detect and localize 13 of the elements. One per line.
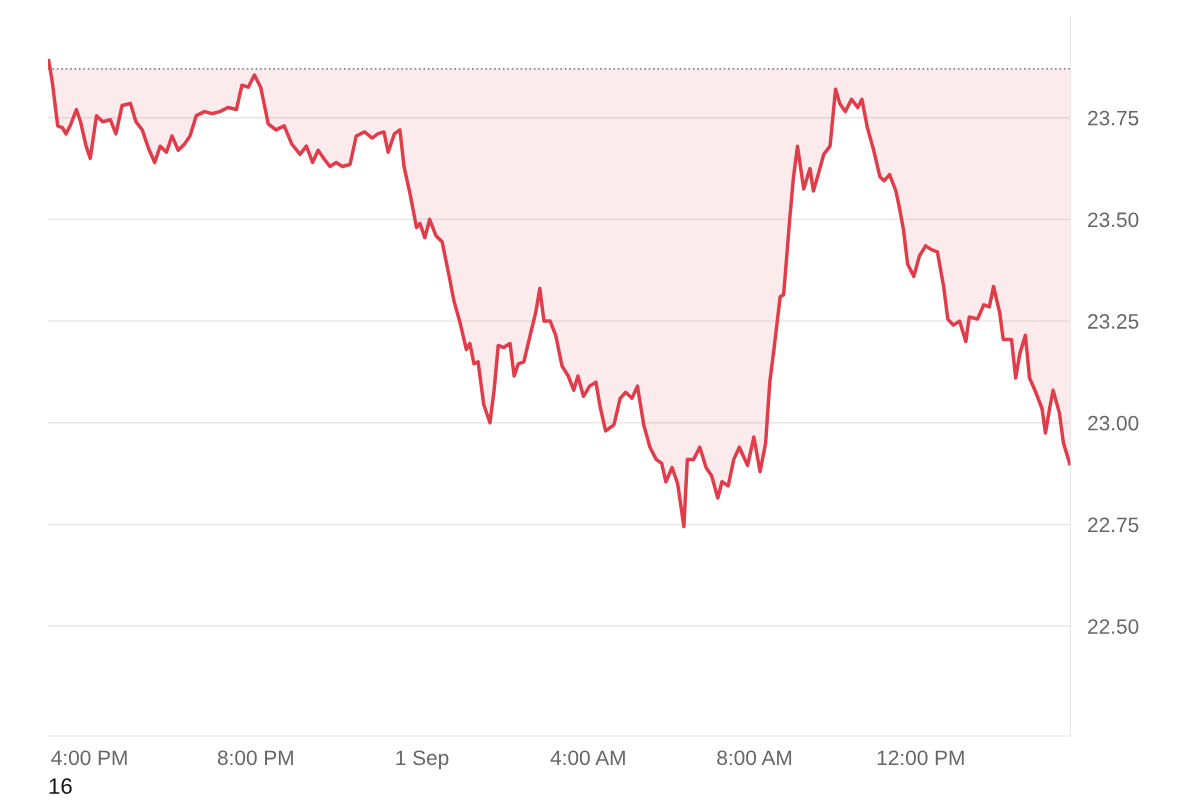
y-tick-label: 23.50 xyxy=(1088,212,1139,228)
text: 16 xyxy=(49,778,72,795)
x-tick-label: 8:00 AM xyxy=(717,750,792,766)
y-tick-label: 23.00 xyxy=(1088,415,1139,431)
x-tick-label: 12:00 PM xyxy=(877,750,964,766)
y-tick-label: 23.25 xyxy=(1088,314,1139,329)
y-tick-label: 23.75 xyxy=(1088,110,1139,126)
x-tick-label: 4:00 AM xyxy=(550,750,625,766)
x-tick-label: 8:00 PM xyxy=(217,750,293,766)
x-tick-label: 1 Sep xyxy=(396,750,449,770)
y-tick-label: 22.50 xyxy=(1088,619,1139,634)
x-tick-label: 4:00 PM xyxy=(51,750,127,766)
y-tick-label: 22.75 xyxy=(1088,517,1139,533)
